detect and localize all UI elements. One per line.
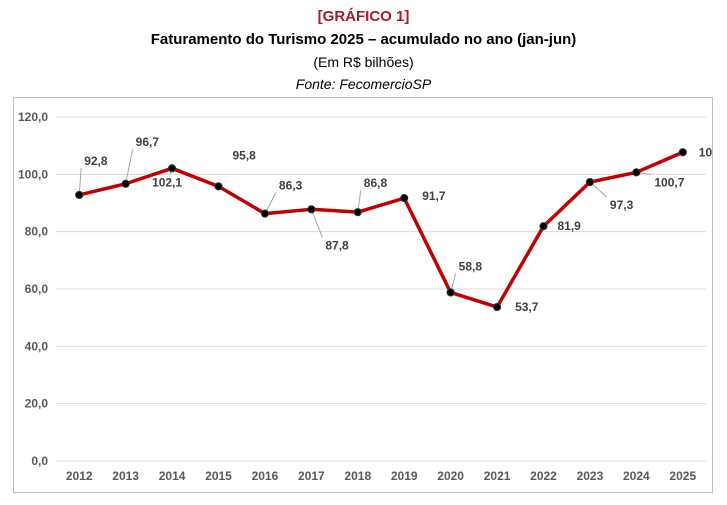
data-point: [214, 182, 223, 191]
x-tick-label: 2016: [252, 469, 279, 483]
y-tick-label: 120,0: [18, 110, 48, 124]
y-tick-label: 0,0: [31, 454, 48, 468]
series-line: [78, 150, 684, 309]
x-tick-label: 2023: [577, 469, 604, 483]
x-tick-label: 2012: [66, 469, 93, 483]
data-label: 58,8: [459, 259, 483, 273]
data-point: [167, 164, 177, 173]
data-point: [585, 177, 595, 187]
data-label: 86,8: [364, 176, 388, 190]
x-tick-label: 2022: [530, 469, 557, 483]
data-label: 96,7: [136, 135, 160, 149]
data-label: 86,3: [279, 179, 303, 193]
x-tick-label: 2025: [669, 469, 696, 483]
chart-subtitle: (Em R$ bilhões): [313, 54, 414, 70]
data-point: [539, 222, 548, 231]
data-point: [678, 148, 687, 157]
chart-title: Faturamento do Turismo 2025 – acumulado …: [150, 31, 577, 48]
data-point: [75, 190, 84, 200]
data-label: 81,9: [558, 219, 582, 233]
x-tick-label: 2013: [112, 469, 139, 483]
data-point: [492, 302, 502, 312]
x-tick-label: 2020: [437, 469, 464, 483]
leader-line: [125, 148, 134, 184]
data-point: [307, 205, 316, 214]
chart-frame: 0,0 20,0 40,0 60,0 80,0 100,0 120,0 2012 2013 201…: [13, 97, 713, 493]
line-chart: 0,0 20,0 40,0 60,0 80,0 100,0 120,0 2012 2013 201…: [18, 110, 712, 483]
data-point: [446, 288, 455, 297]
y-tick-label: 40,0: [25, 339, 49, 353]
y-tick-label: 80,0: [25, 225, 49, 239]
x-tick-label: 2017: [298, 469, 325, 483]
data-label: 91,7: [422, 189, 446, 203]
data-label: 100,7: [654, 175, 684, 189]
y-tick-label: 100,0: [18, 167, 48, 181]
data-label: 92,8: [84, 154, 108, 168]
data-label: 53,7: [515, 300, 539, 314]
data-point: [121, 179, 130, 188]
chart-tag: [GRÁFICO 1]: [317, 8, 410, 25]
x-tick-label: 2019: [391, 469, 418, 483]
data-label: 102,1: [152, 175, 182, 189]
x-tick-label: 2015: [205, 469, 232, 483]
y-tick-label: 60,0: [25, 282, 49, 296]
data-label: 87,8: [325, 238, 349, 252]
data-point: [632, 168, 641, 177]
data-label: 95,8: [233, 148, 257, 162]
x-tick-label: 2024: [623, 469, 650, 483]
chart-source: Fonte: FecomercioSP: [295, 76, 432, 92]
data-point: [260, 209, 270, 218]
leader-line: [78, 167, 82, 196]
y-tick-label: 20,0: [25, 397, 49, 411]
data-point: [353, 208, 362, 217]
data-point: [400, 194, 409, 203]
x-tick-label: 2014: [159, 469, 186, 483]
data-label: 97,3: [610, 198, 634, 212]
data-label: 107,7: [699, 145, 712, 159]
x-tick-label: 2021: [484, 469, 511, 483]
leader-line: [310, 209, 323, 238]
x-tick-label: 2018: [344, 469, 371, 483]
